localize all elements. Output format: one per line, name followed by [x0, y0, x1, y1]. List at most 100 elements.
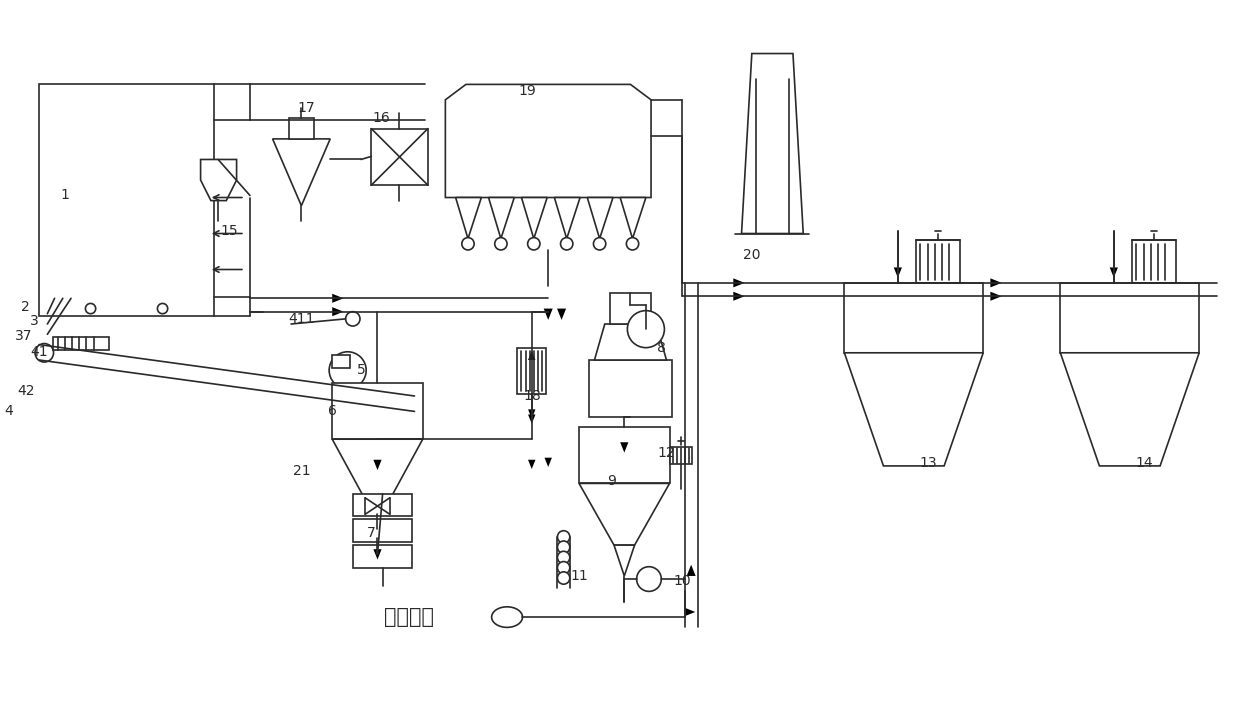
Text: 19: 19: [518, 84, 537, 98]
Text: 11: 11: [570, 569, 588, 583]
Bar: [670, 447, 692, 464]
Bar: [1060, 283, 1199, 353]
Polygon shape: [554, 197, 580, 238]
Text: 10: 10: [673, 574, 691, 588]
Polygon shape: [579, 483, 670, 545]
Polygon shape: [522, 197, 547, 238]
Circle shape: [558, 531, 570, 543]
Polygon shape: [684, 608, 696, 616]
Bar: [353, 545, 413, 568]
Text: 3: 3: [30, 314, 38, 328]
Polygon shape: [332, 307, 343, 316]
Circle shape: [636, 567, 661, 591]
Polygon shape: [620, 442, 629, 453]
Polygon shape: [687, 564, 696, 576]
Circle shape: [157, 303, 167, 314]
Circle shape: [329, 352, 366, 389]
Text: 17: 17: [298, 101, 315, 115]
Polygon shape: [489, 197, 515, 238]
Bar: [353, 519, 413, 542]
Circle shape: [627, 310, 665, 348]
Bar: [517, 348, 546, 394]
Polygon shape: [273, 139, 330, 206]
Circle shape: [528, 238, 539, 250]
Polygon shape: [991, 279, 1002, 287]
Bar: [589, 360, 672, 417]
Text: 4: 4: [4, 405, 12, 418]
Text: 16: 16: [373, 112, 391, 125]
Bar: [916, 240, 960, 283]
Circle shape: [399, 394, 419, 415]
Bar: [579, 427, 670, 483]
Text: 5: 5: [357, 364, 366, 377]
Text: 压缩空气: 压缩空气: [383, 607, 434, 627]
Polygon shape: [544, 458, 552, 467]
Circle shape: [346, 312, 360, 326]
Polygon shape: [620, 197, 646, 238]
Text: 18: 18: [523, 389, 542, 403]
Circle shape: [35, 343, 53, 362]
Polygon shape: [991, 292, 1002, 301]
Bar: [844, 283, 983, 353]
Text: 15: 15: [221, 225, 238, 238]
Text: 2: 2: [21, 300, 30, 313]
Text: 14: 14: [1136, 456, 1153, 470]
Circle shape: [626, 238, 639, 250]
Bar: [353, 494, 413, 516]
Circle shape: [558, 541, 570, 554]
Circle shape: [558, 572, 570, 584]
Text: 41: 41: [30, 345, 48, 359]
Circle shape: [461, 238, 474, 250]
Text: 6: 6: [327, 405, 337, 418]
Text: 8: 8: [657, 341, 666, 355]
Polygon shape: [528, 351, 536, 360]
Circle shape: [495, 238, 507, 250]
Text: 13: 13: [920, 456, 937, 470]
Circle shape: [594, 238, 606, 250]
Circle shape: [558, 562, 570, 574]
Bar: [610, 293, 651, 324]
Circle shape: [86, 303, 95, 314]
Ellipse shape: [491, 607, 522, 627]
Text: 42: 42: [17, 384, 35, 398]
Polygon shape: [733, 292, 745, 301]
Polygon shape: [332, 294, 343, 303]
Polygon shape: [594, 324, 666, 360]
Text: 411: 411: [288, 312, 315, 326]
Polygon shape: [445, 84, 651, 197]
Polygon shape: [844, 353, 983, 466]
Polygon shape: [588, 197, 613, 238]
Polygon shape: [332, 439, 423, 496]
Polygon shape: [528, 410, 536, 418]
Bar: [371, 129, 428, 185]
Text: 37: 37: [15, 329, 32, 343]
Polygon shape: [201, 159, 237, 201]
Polygon shape: [373, 549, 382, 559]
Polygon shape: [455, 197, 481, 238]
Polygon shape: [742, 53, 804, 233]
Polygon shape: [528, 415, 536, 424]
Circle shape: [560, 238, 573, 250]
Bar: [289, 118, 314, 139]
Bar: [332, 355, 350, 368]
Bar: [40, 84, 215, 316]
Bar: [1132, 240, 1176, 283]
Polygon shape: [557, 309, 567, 320]
Polygon shape: [543, 309, 553, 320]
Polygon shape: [614, 545, 635, 576]
Polygon shape: [528, 460, 536, 469]
Text: 7: 7: [367, 526, 376, 540]
Polygon shape: [733, 279, 745, 287]
Polygon shape: [373, 460, 382, 470]
Circle shape: [372, 528, 383, 538]
Text: 12: 12: [657, 446, 676, 459]
Text: 9: 9: [608, 474, 616, 488]
Circle shape: [558, 552, 570, 564]
Bar: [332, 382, 423, 439]
Polygon shape: [1110, 267, 1118, 278]
Polygon shape: [894, 267, 901, 278]
Bar: [52, 338, 109, 350]
Text: 20: 20: [743, 248, 760, 262]
Text: 1: 1: [61, 189, 69, 202]
Text: 21: 21: [293, 464, 310, 478]
